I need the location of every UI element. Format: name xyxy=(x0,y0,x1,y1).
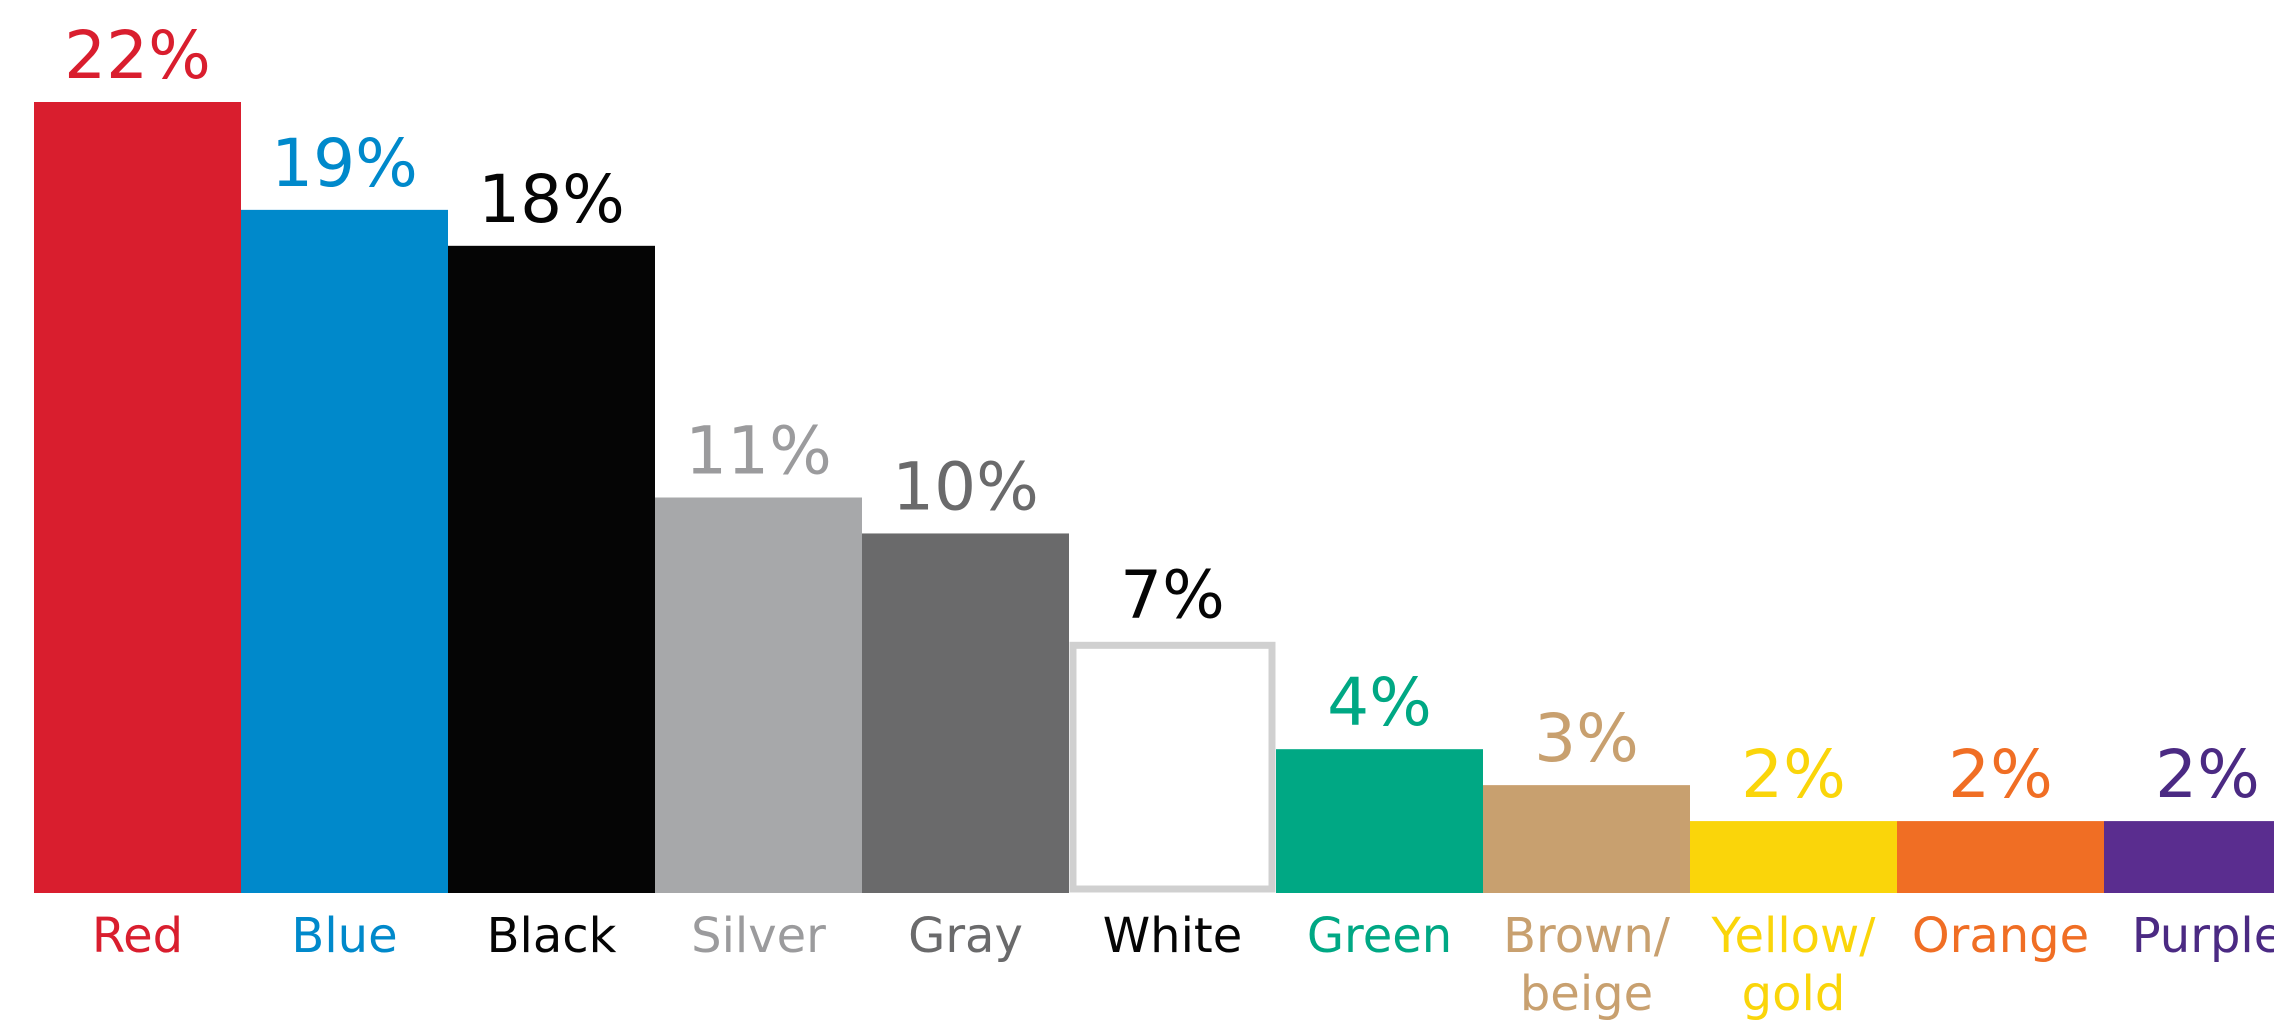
bar-purple xyxy=(2104,821,2274,893)
category-label-blue: Blue xyxy=(291,908,397,964)
value-label-orange: 2% xyxy=(1948,736,2053,813)
bar-blue xyxy=(241,209,448,893)
category-label-green: Green xyxy=(1307,908,1452,964)
value-label-gray: 10% xyxy=(892,448,1039,525)
category-label-line: White xyxy=(1103,908,1243,964)
category-label-line: Red xyxy=(92,908,183,964)
value-label-white: 7% xyxy=(1120,556,1225,633)
category-label-orange: Orange xyxy=(1912,908,2089,964)
bar-yellow-gold xyxy=(1690,821,1897,893)
value-label-brown-beige: 3% xyxy=(1534,700,1639,777)
value-label-yellow-gold: 2% xyxy=(1741,736,1846,813)
bar-silver xyxy=(655,497,862,893)
bar-white xyxy=(1069,641,1276,893)
bar-brown-beige xyxy=(1483,785,1690,893)
category-label-line: Green xyxy=(1307,908,1452,964)
value-label-purple: 2% xyxy=(2155,736,2260,813)
bar-green xyxy=(1276,749,1483,893)
category-label-line: Blue xyxy=(291,908,397,964)
category-label-red: Red xyxy=(92,908,183,964)
category-label-line: Black xyxy=(487,908,617,964)
bar-red xyxy=(34,102,241,893)
category-label-silver: Silver xyxy=(691,908,826,964)
category-labels-layer: Red Blue Black Silver Gray White Green Brown/be… xyxy=(92,908,2274,1022)
category-label-line: Orange xyxy=(1912,908,2089,964)
bars-layer xyxy=(34,102,2274,893)
value-label-silver: 11% xyxy=(685,413,832,490)
category-label-white: White xyxy=(1103,908,1243,964)
value-label-blue: 19% xyxy=(271,125,418,202)
category-label-line: Purple xyxy=(2132,908,2274,964)
value-label-green: 4% xyxy=(1327,664,1432,741)
value-label-black: 18% xyxy=(478,161,625,238)
category-label-black: Black xyxy=(487,908,617,964)
value-labels-layer: 22% 19% 18% 11% 10% 7% 4% 3% 2% 2% 2% xyxy=(64,17,2260,813)
category-label-yellow-gold: Yellow/gold xyxy=(1711,908,1877,1022)
category-label-line: Silver xyxy=(691,908,826,964)
category-label-line: Gray xyxy=(908,908,1023,964)
value-label-red: 22% xyxy=(64,17,211,94)
category-label-line: beige xyxy=(1520,966,1653,1022)
category-label-brown-beige: Brown/beige xyxy=(1503,908,1671,1022)
category-label-line: Brown/ xyxy=(1503,908,1671,964)
category-label-line: gold xyxy=(1742,966,1846,1022)
bar-black xyxy=(448,245,655,893)
category-label-purple: Purple xyxy=(2132,908,2274,964)
bar-orange xyxy=(1897,821,2104,893)
category-label-gray: Gray xyxy=(908,908,1023,964)
bar-gray xyxy=(862,533,1069,893)
category-label-line: Yellow/ xyxy=(1711,908,1877,964)
